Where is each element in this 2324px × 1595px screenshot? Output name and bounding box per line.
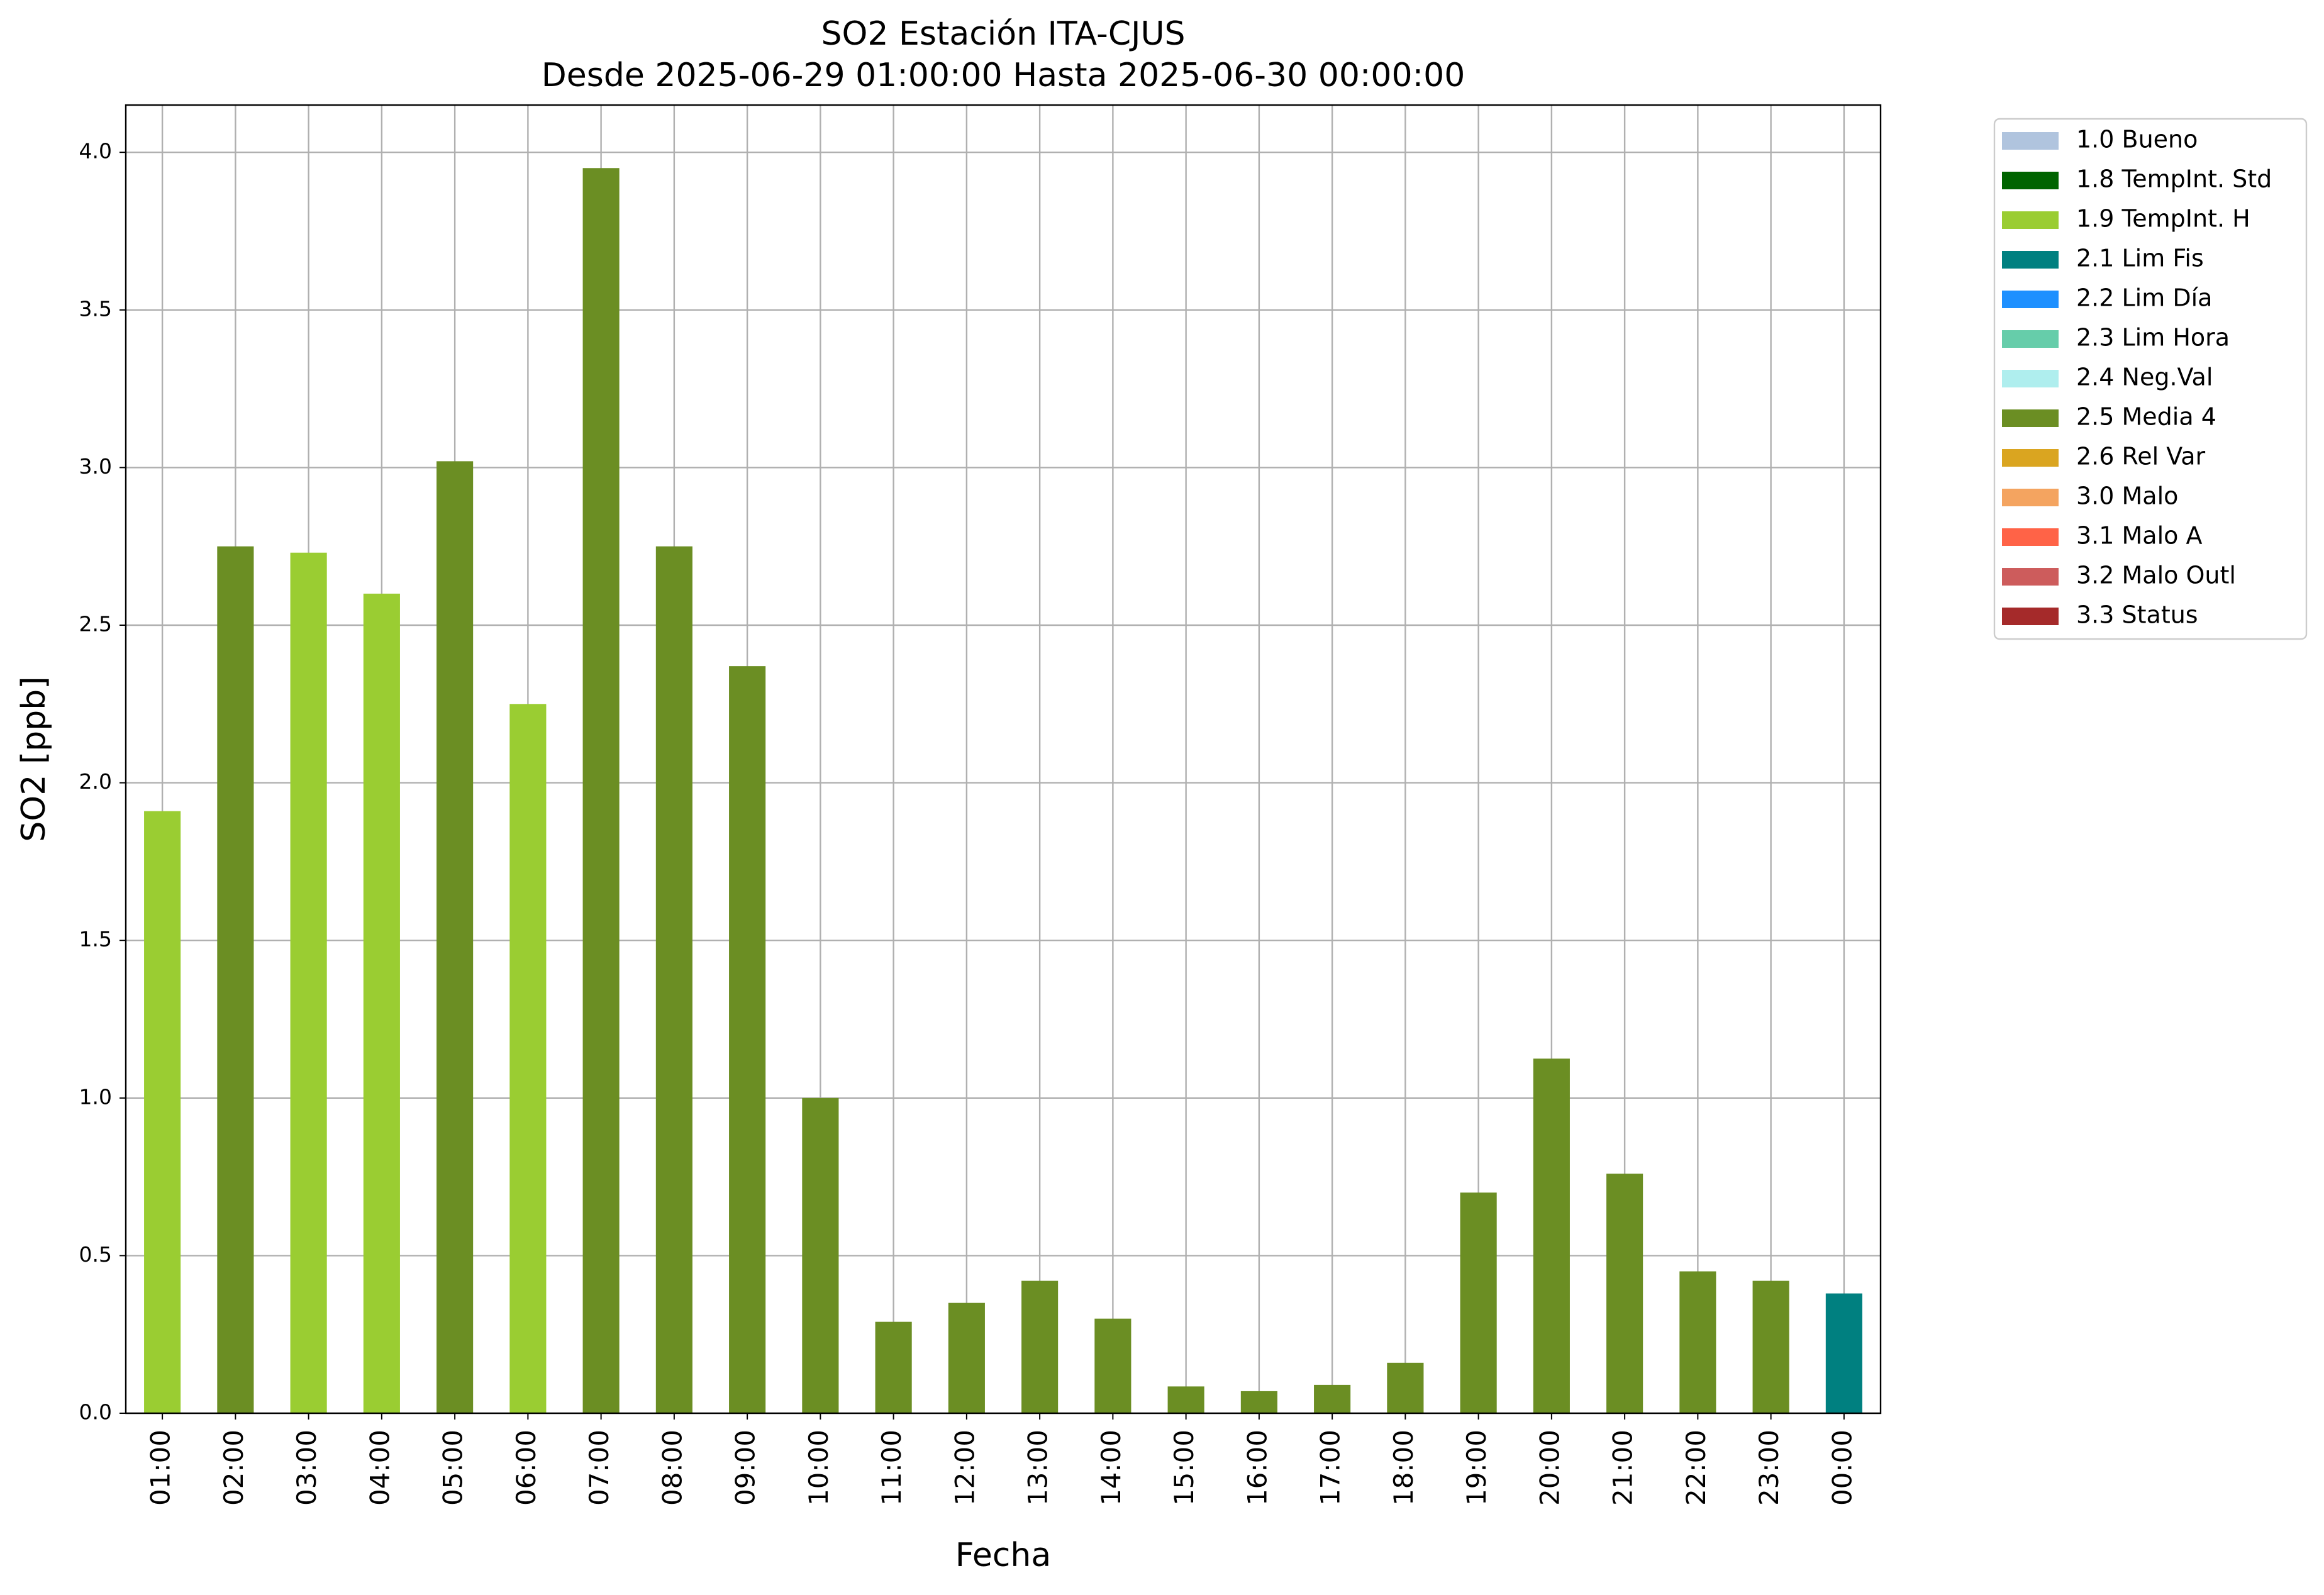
x-tick-label: 11:00 [876,1430,907,1506]
legend-swatch [2002,211,2059,229]
legend-swatch [2002,251,2059,269]
y-tick-label: 0.0 [79,1400,112,1425]
bar [1240,1391,1277,1413]
y-tick-label: 2.0 [79,769,112,794]
legend-swatch [2002,608,2059,625]
y-tick-label: 2.5 [79,611,112,636]
chart-title: SO2 Estación ITA-CJUS [821,15,1185,53]
legend-swatch [2002,489,2059,506]
y-tick-label: 1.5 [79,927,112,952]
bar [1167,1386,1204,1413]
x-tick-label: 09:00 [730,1430,761,1506]
legend-label: 2.3 Lim Hora [2076,324,2230,352]
legend-swatch [2002,330,2059,348]
bar [948,1303,985,1413]
x-tick-label: 22:00 [1681,1430,1711,1506]
bar [582,168,620,1413]
y-tick-label: 3.5 [79,296,112,321]
legend-label: 2.1 Lim Fis [2076,245,2204,272]
x-tick-label: 13:00 [1023,1430,1054,1506]
bar [217,546,254,1413]
bar [1606,1174,1643,1413]
bar [436,461,474,1413]
plot-frame [125,104,1882,1414]
legend-label: 2.5 Media 4 [2076,403,2216,431]
bar [729,666,766,1413]
bar [1825,1293,1862,1413]
x-tick-label: 07:00 [584,1430,614,1506]
bar [655,546,692,1413]
x-tick-label: 18:00 [1388,1430,1419,1506]
y-tick-label: 4.0 [79,139,112,164]
x-axis-label: Fecha [955,1537,1051,1574]
legend-label: 3.3 Status [2076,601,2198,629]
x-tick-label: 03:00 [291,1430,322,1506]
x-tick-label: 06:00 [511,1430,542,1506]
x-tick-label: 23:00 [1754,1430,1784,1506]
bar [1460,1192,1497,1413]
legend-label: 3.1 Malo A [2076,522,2202,550]
legend-label: 3.0 Malo [2076,482,2178,510]
x-tick-label: 02:00 [218,1430,249,1506]
x-tick-label: 14:00 [1096,1430,1126,1506]
x-tick-label: 15:00 [1169,1430,1199,1506]
bar [1533,1059,1570,1413]
legend-swatch [2002,172,2059,189]
legend-label: 2.2 Lim Día [2076,284,2212,312]
legend-swatch [2002,528,2059,546]
legend-swatch [2002,449,2059,467]
bar [802,1098,839,1413]
bar [509,704,547,1413]
legend-swatch [2002,370,2059,387]
bar [1314,1384,1351,1413]
x-tick-label: 17:00 [1315,1430,1346,1506]
legend-label: 3.2 Malo Outl [2076,562,2236,589]
x-tick-label: 21:00 [1608,1430,1638,1506]
x-tick-label: 00:00 [1826,1430,1857,1506]
bar [144,811,181,1413]
x-tick-label: 05:00 [438,1430,469,1506]
x-tick-label: 12:00 [949,1430,980,1506]
x-tick-label: 20:00 [1534,1430,1565,1506]
bar [1094,1318,1131,1413]
legend-label: 1.0 Bueno [2076,126,2198,153]
x-tick-label: 10:00 [803,1430,834,1506]
y-tick-label: 3.0 [79,454,112,479]
bar [875,1321,912,1413]
legend-box [1993,118,2308,640]
legend-swatch [2002,568,2059,586]
legend-label: 1.8 TempInt. Std [2076,165,2272,193]
chart-subtitle: Desde 2025-06-29 01:00:00 Hasta 2025-06-… [542,57,1465,94]
x-tick-label: 19:00 [1461,1430,1492,1506]
legend-swatch [2002,291,2059,308]
y-tick-label: 0.5 [79,1242,112,1267]
bar [363,593,400,1414]
x-tick-label: 04:00 [364,1430,395,1506]
x-tick-label: 16:00 [1242,1430,1272,1506]
bar [1679,1271,1716,1413]
bar [1387,1362,1424,1413]
x-tick-label: 08:00 [657,1430,687,1506]
bar [1021,1281,1059,1413]
legend-label: 1.9 TempInt. H [2076,205,2250,233]
bar [1752,1281,1789,1413]
legend-swatch [2002,132,2059,150]
legend-label: 2.6 Rel Var [2076,443,2206,470]
legend-swatch [2002,409,2059,427]
x-tick-label: 01:00 [145,1430,176,1506]
y-axis-label: SO2 [ppb] [15,676,53,842]
y-tick-label: 1.0 [79,1084,112,1109]
legend-label: 2.4 Neg.Val [2076,364,2213,391]
bar [290,552,327,1413]
